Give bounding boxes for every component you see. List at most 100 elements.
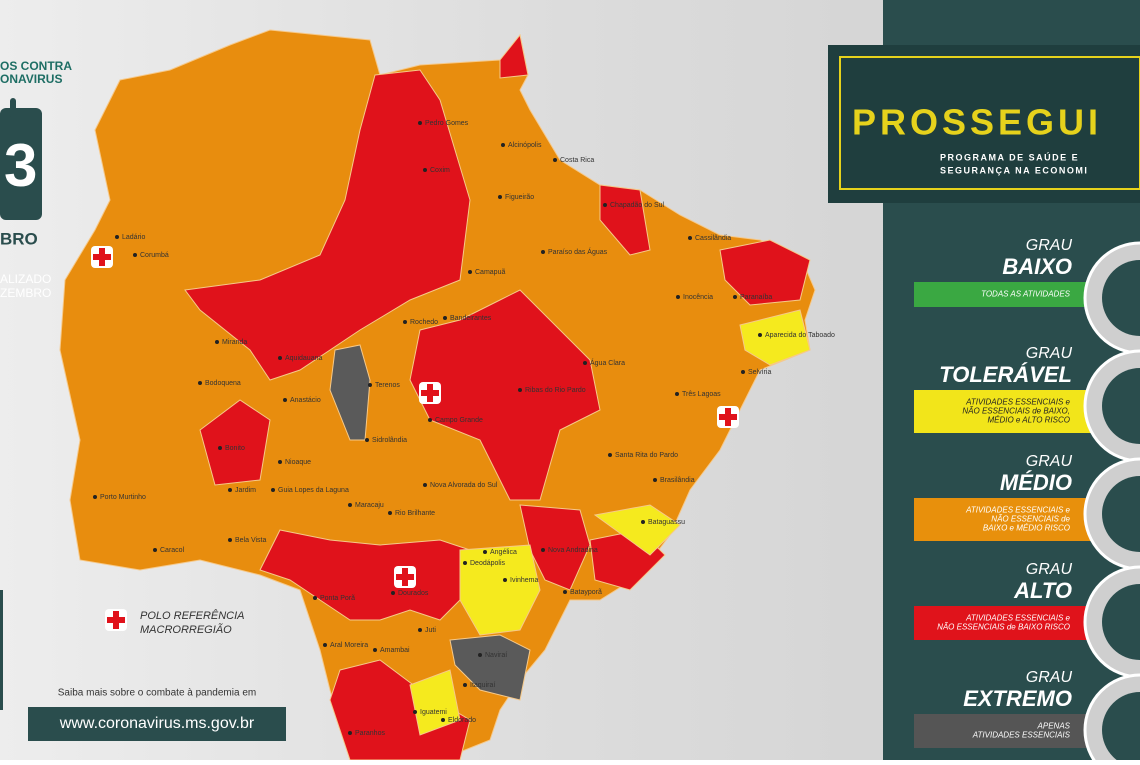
city-dot [428, 418, 432, 422]
city-dot [278, 356, 282, 360]
level-desc: NÃO ESSENCIAIS de BAIXO, [962, 407, 1070, 416]
city-label: Ponta Porã [320, 595, 355, 602]
city-label: Paraíso das Águas [548, 247, 608, 256]
city-dot [373, 648, 377, 652]
yellow-regions [409, 309, 811, 736]
city-label: Paranhos [355, 730, 385, 737]
city-dot [653, 478, 657, 482]
city-label: Rochedo [410, 319, 438, 326]
city-dot [443, 316, 447, 320]
city-dot [733, 295, 737, 299]
city-label: Terenos [375, 382, 400, 389]
level-name: BAIXO [1002, 254, 1072, 279]
city-label: Bonito [225, 445, 245, 452]
city-label: Bandeirantes [450, 315, 492, 322]
city-dot [153, 548, 157, 552]
city-label: Selvíria [748, 369, 771, 376]
calendar-ring [10, 98, 16, 118]
city-label: Brasilândia [660, 477, 695, 484]
level-name: ALTO [1013, 578, 1072, 603]
city-label: Eldorado [448, 717, 476, 724]
calendar [0, 108, 42, 220]
city-dot [93, 495, 97, 499]
city-label: Nova Alvorada do Sul [430, 482, 498, 489]
header-border [839, 56, 1140, 190]
city-label: Inocência [683, 294, 713, 301]
city-dot [115, 235, 119, 239]
level-name: TOLERÁVEL [939, 362, 1072, 387]
header-title: PROSSEGUI [852, 102, 1102, 143]
url-box [28, 707, 286, 741]
polo-cross [421, 390, 439, 396]
city-dot [228, 488, 232, 492]
header-subtitle: SEGURANÇA NA ECONOMI [940, 165, 1088, 175]
city-dot [418, 628, 422, 632]
level-name: EXTREMO [963, 686, 1072, 711]
level-grau: GRAU [1026, 237, 1073, 254]
city-dot [608, 453, 612, 457]
city-label: Corumbá [140, 252, 169, 259]
city-dot [518, 388, 522, 392]
city-label: Rio Brilhante [395, 510, 435, 517]
city-label: Paranaíba [740, 294, 772, 301]
city-label: Maracaju [355, 502, 384, 509]
red-regions [184, 33, 811, 761]
city-dot [541, 250, 545, 254]
city-label: Sidrolândia [372, 437, 407, 444]
city-labels: Ladário Corumbá Pedro Gomes Alcinópolis Coxi… [93, 120, 835, 737]
city-label: Costa Rica [560, 157, 594, 164]
city-label: Coxim [430, 167, 450, 174]
level-grau: GRAU [1026, 561, 1073, 578]
city-label: Três Lagoas [682, 391, 721, 398]
city-label: Nova Andradina [548, 547, 598, 554]
city-dot [468, 270, 472, 274]
city-dot [441, 718, 445, 722]
city-label: Água Clara [590, 358, 625, 367]
updated-line: ALIZADO [0, 272, 51, 286]
level-desc: ATIVIDADES ESSENCIAIS e [965, 398, 1070, 407]
city-label: Bela Vista [235, 537, 266, 544]
level-desc: TODAS AS ATIVIDADES [981, 290, 1071, 299]
left-bar [0, 590, 3, 710]
city-dot [478, 653, 482, 657]
level-grau: GRAU [1026, 453, 1073, 470]
city-dot [423, 483, 427, 487]
polo-cross [93, 254, 111, 260]
city-label: Jardim [235, 487, 256, 494]
level-desc: NÃO ESSENCIAIS de BAIXO RISCO [937, 623, 1070, 632]
city-dot [368, 383, 372, 387]
gauge-inner [1102, 692, 1140, 765]
city-dot [348, 731, 352, 735]
city-dot [641, 520, 645, 524]
city-label: Miranda [222, 339, 247, 346]
level-desc: ATIVIDADES ESSENCIAIS e [965, 506, 1070, 515]
polo-cross [719, 414, 737, 420]
city-dot [403, 320, 407, 324]
city-dot [133, 253, 137, 257]
city-dot [563, 590, 567, 594]
city-dot [391, 591, 395, 595]
city-dot [278, 460, 282, 464]
city-dot [463, 683, 467, 687]
city-dot [423, 168, 427, 172]
city-label: Guia Lopes da Laguna [278, 487, 349, 494]
city-dot [413, 710, 417, 714]
level-grau: GRAU [1026, 669, 1073, 686]
city-label: Juti [425, 627, 436, 634]
campaign-line: OS CONTRA [0, 59, 72, 73]
city-dot [365, 438, 369, 442]
city-label: Santa Rita do Pardo [615, 452, 678, 459]
level-desc: ATIVIDADES ESSENCIAIS [972, 731, 1071, 740]
city-dot [501, 143, 505, 147]
city-dot [583, 361, 587, 365]
city-label: Bataguassu [648, 519, 685, 526]
city-dot [271, 488, 275, 492]
city-dot [215, 340, 219, 344]
city-label: Ribas do Rio Pardo [525, 387, 586, 394]
legend-label: MACRORREGIÃO [140, 623, 232, 636]
calendar-month: BRO [0, 229, 38, 248]
city-dot [741, 370, 745, 374]
gauge-inner [1102, 260, 1140, 336]
city-label: Aparecida do Taboado [765, 332, 835, 339]
city-dot [418, 121, 422, 125]
